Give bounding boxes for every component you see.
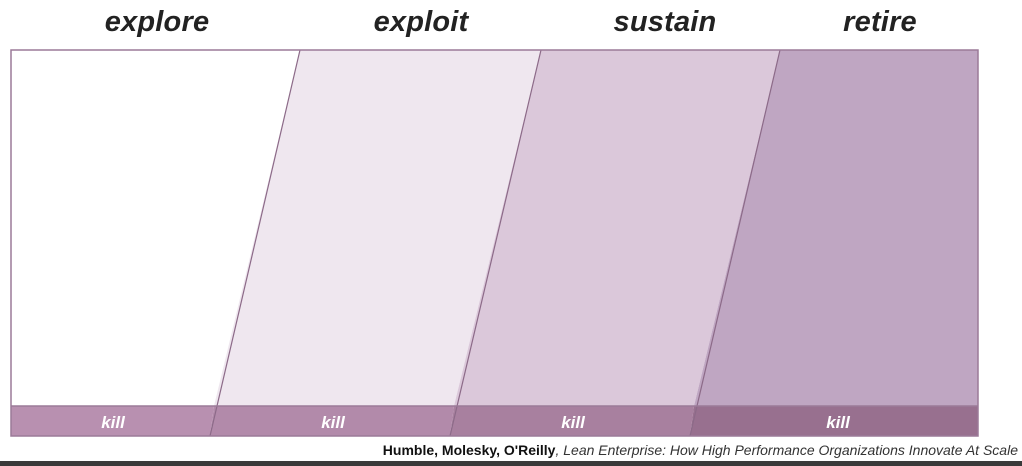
- divider-sustain-retire: [689, 49, 781, 437]
- divider-exploit-sustain: [449, 49, 542, 437]
- lifecycle-diagram: kill kill kill kill: [10, 49, 979, 437]
- kill-label-explore: kill: [101, 413, 126, 432]
- kill-bar-explore: [11, 406, 214, 436]
- citation: Humble, Molesky, O'Reilly, Lean Enterpri…: [383, 441, 1018, 459]
- phase-title-retire: retire: [843, 6, 917, 38]
- citation-separator: ,: [555, 442, 564, 458]
- diagram-frame: [10, 49, 979, 437]
- citation-authors: Humble, Molesky, O'Reilly: [382, 442, 556, 458]
- kill-bar-sustain: [450, 406, 694, 436]
- kill-bar-retire: [690, 406, 978, 436]
- kill-bar-exploit: [210, 406, 454, 436]
- bottom-rule: [0, 461, 1022, 466]
- phase-title-explore: explore: [104, 6, 210, 38]
- citation-work-title: Lean Enterprise: How High Performance Or…: [563, 442, 1018, 458]
- phase-region-sustain: [454, 50, 780, 406]
- kill-label-sustain: kill: [561, 413, 586, 432]
- divider-explore-exploit: [209, 49, 301, 437]
- kill-label-exploit: kill: [321, 413, 346, 432]
- kill-label-retire: kill: [826, 413, 851, 432]
- phase-region-explore: [11, 50, 300, 406]
- phase-region-retire: [694, 50, 978, 406]
- phase-title-exploit: exploit: [373, 6, 469, 38]
- phase-title-sustain: sustain: [613, 6, 717, 38]
- phase-region-exploit: [214, 50, 541, 406]
